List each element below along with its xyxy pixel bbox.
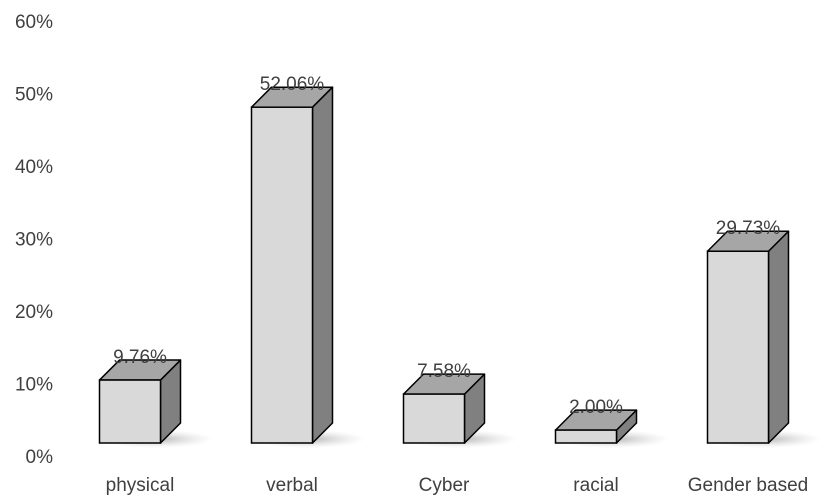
bar-front-face (554, 429, 618, 444)
category-label: physical (106, 475, 175, 496)
bar-front-face (98, 379, 162, 444)
bar-side-face (311, 86, 334, 444)
y-tick-label: 60% (15, 12, 53, 33)
bars (98, 86, 790, 444)
data-labels: 9.76% 52.06% 7.58% 2.00% 29.73% (113, 74, 780, 418)
y-tick-label: 10% (15, 375, 53, 396)
y-tick-label: 20% (15, 302, 53, 323)
bar (554, 409, 638, 444)
bar (98, 359, 182, 444)
y-tick-label: 0% (26, 447, 54, 468)
category-label: racial (573, 475, 618, 496)
y-tick-label: 50% (15, 85, 53, 106)
bar (250, 86, 334, 444)
data-label: 29.73% (716, 218, 781, 239)
bar-side-face (767, 230, 790, 444)
bar-front-face (250, 106, 314, 444)
category-label: Gender based (688, 475, 808, 496)
category-label: verbal (266, 475, 318, 496)
y-axis-tick-labels: 0% 10% 20% 30% 40% 50% 60% (15, 12, 53, 468)
y-tick-label: 30% (15, 230, 53, 251)
bar (706, 230, 790, 444)
bar-front-face (402, 393, 466, 444)
category-label: Cyber (419, 475, 470, 496)
data-label: 7.58% (417, 361, 471, 382)
bar (402, 373, 486, 444)
data-label: 52.06% (260, 74, 325, 95)
y-tick-label: 40% (15, 157, 53, 178)
data-label: 2.00% (569, 397, 623, 418)
data-label: 9.76% (113, 347, 167, 368)
category-labels: physical verbal Cyber racial Gender based (106, 475, 809, 496)
bar-front-face (706, 250, 770, 444)
